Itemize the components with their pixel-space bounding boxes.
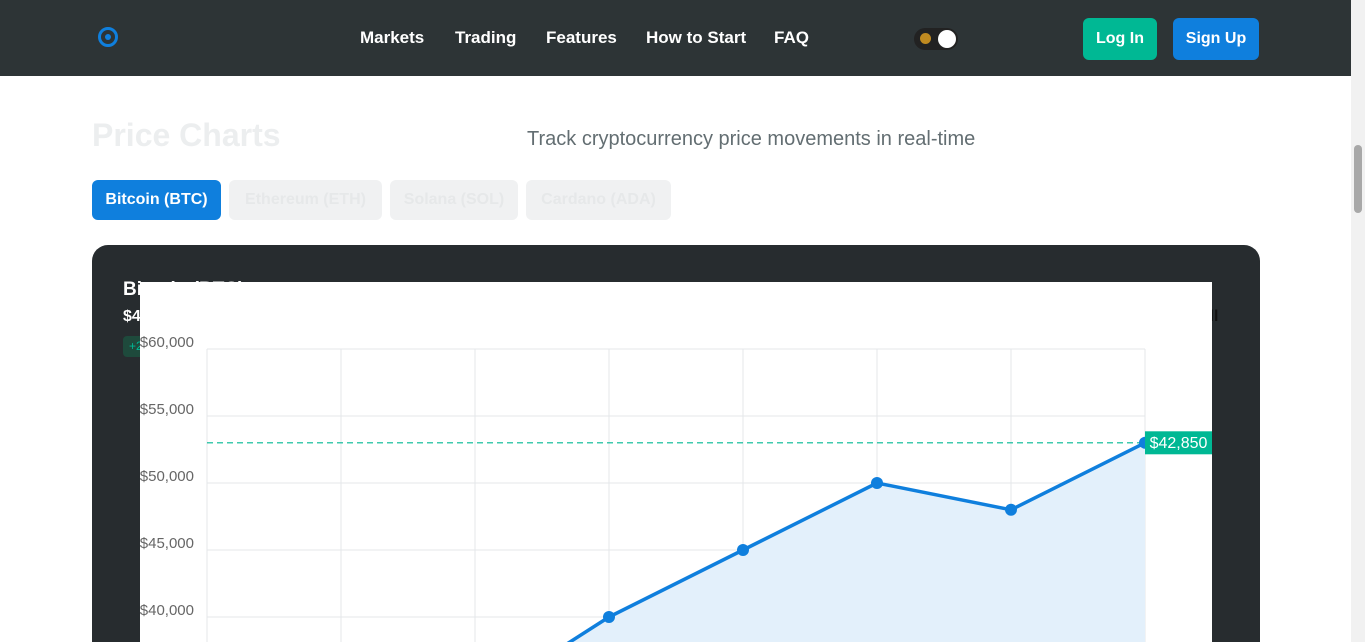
section-subtitle: Track cryptocurrency price movements in … <box>527 128 976 150</box>
data-point <box>603 611 615 623</box>
price-line <box>566 441 1146 642</box>
tab[interactable]: Ethereum (ETH) <box>229 180 382 220</box>
chart-background <box>140 282 1212 642</box>
change-badge <box>123 336 183 357</box>
chart-card <box>92 245 1260 642</box>
y-tick-label: $55,000 <box>140 401 194 418</box>
y-tick-label: $40,000 <box>140 602 194 619</box>
range-button[interactable]: All <box>1198 308 1218 325</box>
theme-toggle[interactable] <box>914 28 958 50</box>
nav-link[interactable]: Trading <box>455 28 517 47</box>
signup-button[interactable]: Sign Up <box>1173 18 1259 60</box>
data-point <box>871 477 883 489</box>
sun-icon <box>920 33 931 44</box>
tab[interactable]: Solana (SOL) <box>390 180 518 220</box>
logo[interactable] <box>98 27 118 47</box>
login-button[interactable]: Log In <box>1083 18 1157 60</box>
price-label: $42,850 <box>1150 435 1208 452</box>
section-title: Price Charts <box>92 117 281 153</box>
y-tick-label: $60,000 <box>140 334 194 351</box>
card-change: +2 <box>129 339 143 353</box>
data-point <box>1005 503 1017 516</box>
y-tick-label: $50,000 <box>140 468 194 485</box>
nav-link[interactable]: How to Start <box>646 28 747 47</box>
area-fill <box>569 442 1145 642</box>
price-label-box <box>1145 431 1212 455</box>
nav-link[interactable]: Features <box>546 28 617 47</box>
data-point <box>737 544 749 556</box>
data-point <box>1139 436 1151 449</box>
scrollbar[interactable] <box>1351 0 1365 642</box>
tab-active[interactable]: Bitcoin (BTC) <box>92 180 221 220</box>
chart: $60,000 $55,000 $50,000 $45,000 $40,000 $42,8… <box>140 282 1212 642</box>
navbar: Markets Trading Features How to Start FA… <box>0 0 1351 76</box>
toggle-knob <box>938 30 956 48</box>
scrollbar-thumb[interactable] <box>1354 145 1362 213</box>
nav-link[interactable]: FAQ <box>774 28 809 47</box>
nav-link[interactable]: Markets <box>360 28 425 47</box>
y-tick-label: $45,000 <box>140 535 194 552</box>
card-title: Bitcoin (BTC) <box>123 279 244 300</box>
card-price: $42,850 <box>123 308 181 325</box>
tab[interactable]: Cardano (ADA) <box>526 180 671 220</box>
